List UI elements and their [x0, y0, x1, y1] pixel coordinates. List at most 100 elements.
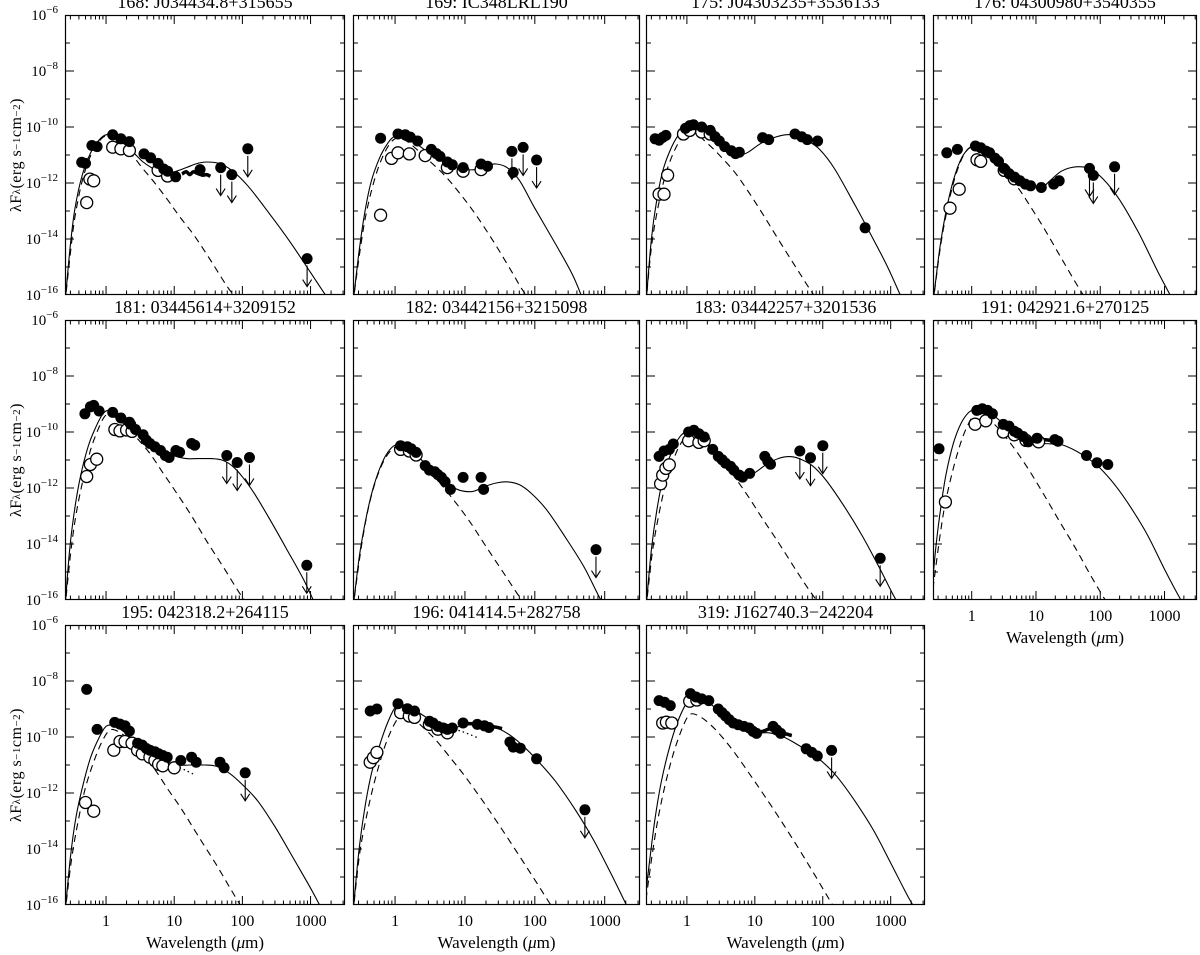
y-tick-label: 10−10 — [26, 421, 59, 441]
x-tick-label: 1000 — [295, 913, 327, 930]
y-tick-label: 10−6 — [31, 4, 58, 24]
axis-ticks — [65, 15, 345, 295]
plot-frame — [64, 319, 346, 601]
photometry-open — [80, 422, 139, 484]
plot-frame — [352, 14, 641, 296]
y-tick-label: 10−14 — [26, 838, 59, 858]
model-curves — [65, 133, 327, 295]
plot-frame — [64, 624, 346, 906]
sed-panel-196: 196: 041414.5+282758 1 10 100 1000 Wavelength… — [352, 602, 641, 952]
x-axis-label: Wavelength (μm) — [1006, 628, 1124, 647]
y-axis-label: λF λ (erg s −1 cm −2) — [8, 98, 25, 213]
plot-frame — [352, 319, 641, 601]
photometry-open — [363, 705, 455, 769]
photometry-filled — [649, 119, 871, 234]
y-tick-label: 10−16 — [26, 284, 59, 304]
photosphere-dashed-curve — [353, 713, 552, 905]
x-tick-label: 100 — [230, 913, 254, 930]
x-tick-label: 1 — [968, 608, 976, 625]
panel-title: 168: J034434.8+315655 — [117, 0, 292, 12]
x-tick-label: 10 — [747, 913, 763, 930]
sed-panel-191: 191: 042921.6+270125 1 10 100 1000 Wavelength… — [932, 297, 1198, 647]
panel-title: 182: 03442156+3215098 — [406, 297, 588, 317]
y-tick-label: 10−6 — [31, 614, 58, 634]
upper-limits — [506, 141, 543, 190]
photosphere-dashed-curve — [65, 413, 246, 600]
x-axis-label: Wavelength (μm) — [726, 933, 844, 952]
plot-frame — [932, 319, 1198, 601]
panel-title: 175: J04303235+3536133 — [691, 0, 880, 12]
y-axis-label: λF λ (erg s −1 cm −2) — [8, 403, 25, 518]
photosphere-dashed-curve — [933, 145, 1084, 295]
axis-ticks — [933, 15, 1197, 295]
axis-ticks — [353, 625, 640, 905]
x-tick-label: 100 — [811, 913, 835, 930]
model-solid-curve — [353, 704, 628, 905]
x-axis-label: Wavelength (μm) — [437, 933, 555, 952]
photometry-open — [938, 414, 1046, 509]
sed-panel-319: 319: J162740.3−242204 1 10 100 1000 Wavelengt… — [645, 602, 926, 952]
plot-frame — [645, 624, 926, 906]
model-curves — [646, 430, 897, 600]
photometry-filled — [941, 140, 1065, 193]
upper-limits — [826, 744, 838, 780]
model-solid-curve — [646, 430, 897, 600]
x-tick-label: 1 — [391, 913, 399, 930]
axis-ticks — [353, 320, 640, 600]
axis-ticks — [646, 625, 925, 905]
model-solid-curve — [646, 124, 901, 295]
photosphere-dashed-curve — [646, 131, 815, 295]
y-tick-label: 10−16 — [26, 589, 59, 609]
plot-frame — [645, 319, 926, 601]
sed-panel-182: 182: 03442156+3215098 — [352, 297, 641, 601]
irs-spec-curve — [181, 170, 212, 178]
y-tick-label: 10−16 — [26, 894, 59, 914]
upper-limits — [1084, 161, 1121, 205]
x-tick-label: 1 — [683, 913, 691, 930]
sed-panel-176: 176: 04300980+3540355 — [932, 0, 1198, 296]
y-tick-label: 10−6 — [31, 309, 58, 329]
plot-frame — [645, 14, 926, 296]
y-tick-label: 10−10 — [26, 116, 59, 136]
sed-panel-168: 168: J034434.8+315655 10−6 10−8 10−10 10−12 1… — [26, 0, 346, 304]
x-tick-label: 10 — [457, 913, 473, 930]
y-axis-label: λF λ (erg s −1 cm −2) — [8, 708, 25, 823]
panel-title: 169: IC348LRL190 — [425, 0, 568, 12]
x-tick-label: 10 — [1028, 608, 1044, 625]
x-tick-label: 1000 — [1149, 608, 1181, 625]
x-tick-label: 10 — [166, 913, 182, 930]
y-tick-label: 10−8 — [31, 670, 58, 690]
y-tick-label: 10−8 — [31, 365, 58, 385]
upper-limits — [221, 450, 313, 595]
photosphere-dashed-curve — [646, 713, 834, 905]
photosphere-dashed-curve — [65, 135, 235, 295]
photometry-filled — [653, 688, 823, 762]
plot-frame — [932, 14, 1198, 296]
upper-limits — [579, 804, 591, 839]
y-tick-label: 10−14 — [26, 228, 59, 248]
photometry-filled — [81, 683, 230, 774]
photometry-open — [943, 153, 1021, 215]
plot-frame — [352, 624, 641, 906]
x-tick-label: 1000 — [589, 913, 621, 930]
sed-panel-181: 181: 03445614+3209152 10−6 10−8 10−10 10−12 1… — [26, 297, 346, 609]
y-tick-label: 10−12 — [26, 782, 58, 802]
x-tick-label: 1 — [102, 913, 110, 930]
panel-title: 319: J162740.3−242204 — [698, 602, 873, 622]
y-tick-label: 10−14 — [26, 533, 59, 553]
photometry-open — [373, 146, 488, 222]
y-tick-label: 10−12 — [26, 172, 58, 192]
photometry-filled — [76, 129, 206, 183]
model-solid-curve — [933, 144, 1171, 295]
y-tick-label: 10−12 — [26, 477, 58, 497]
photometry-filled — [653, 424, 776, 483]
x-tick-label: 100 — [523, 913, 547, 930]
photosphere-dashed-curve — [65, 728, 241, 905]
photometry-open — [653, 434, 711, 491]
sed-panel-195: 195: 042318.2+264115 10−6 10−8 10−10 10−12 10… — [26, 602, 346, 952]
sed-panel-169: 169: IC348LRL190 — [352, 0, 641, 296]
panel-title: 176: 04300980+3540355 — [974, 0, 1156, 12]
photometry-filled — [364, 698, 543, 765]
axis-ticks — [65, 320, 345, 600]
x-axis-label: Wavelength (μm) — [146, 933, 264, 952]
